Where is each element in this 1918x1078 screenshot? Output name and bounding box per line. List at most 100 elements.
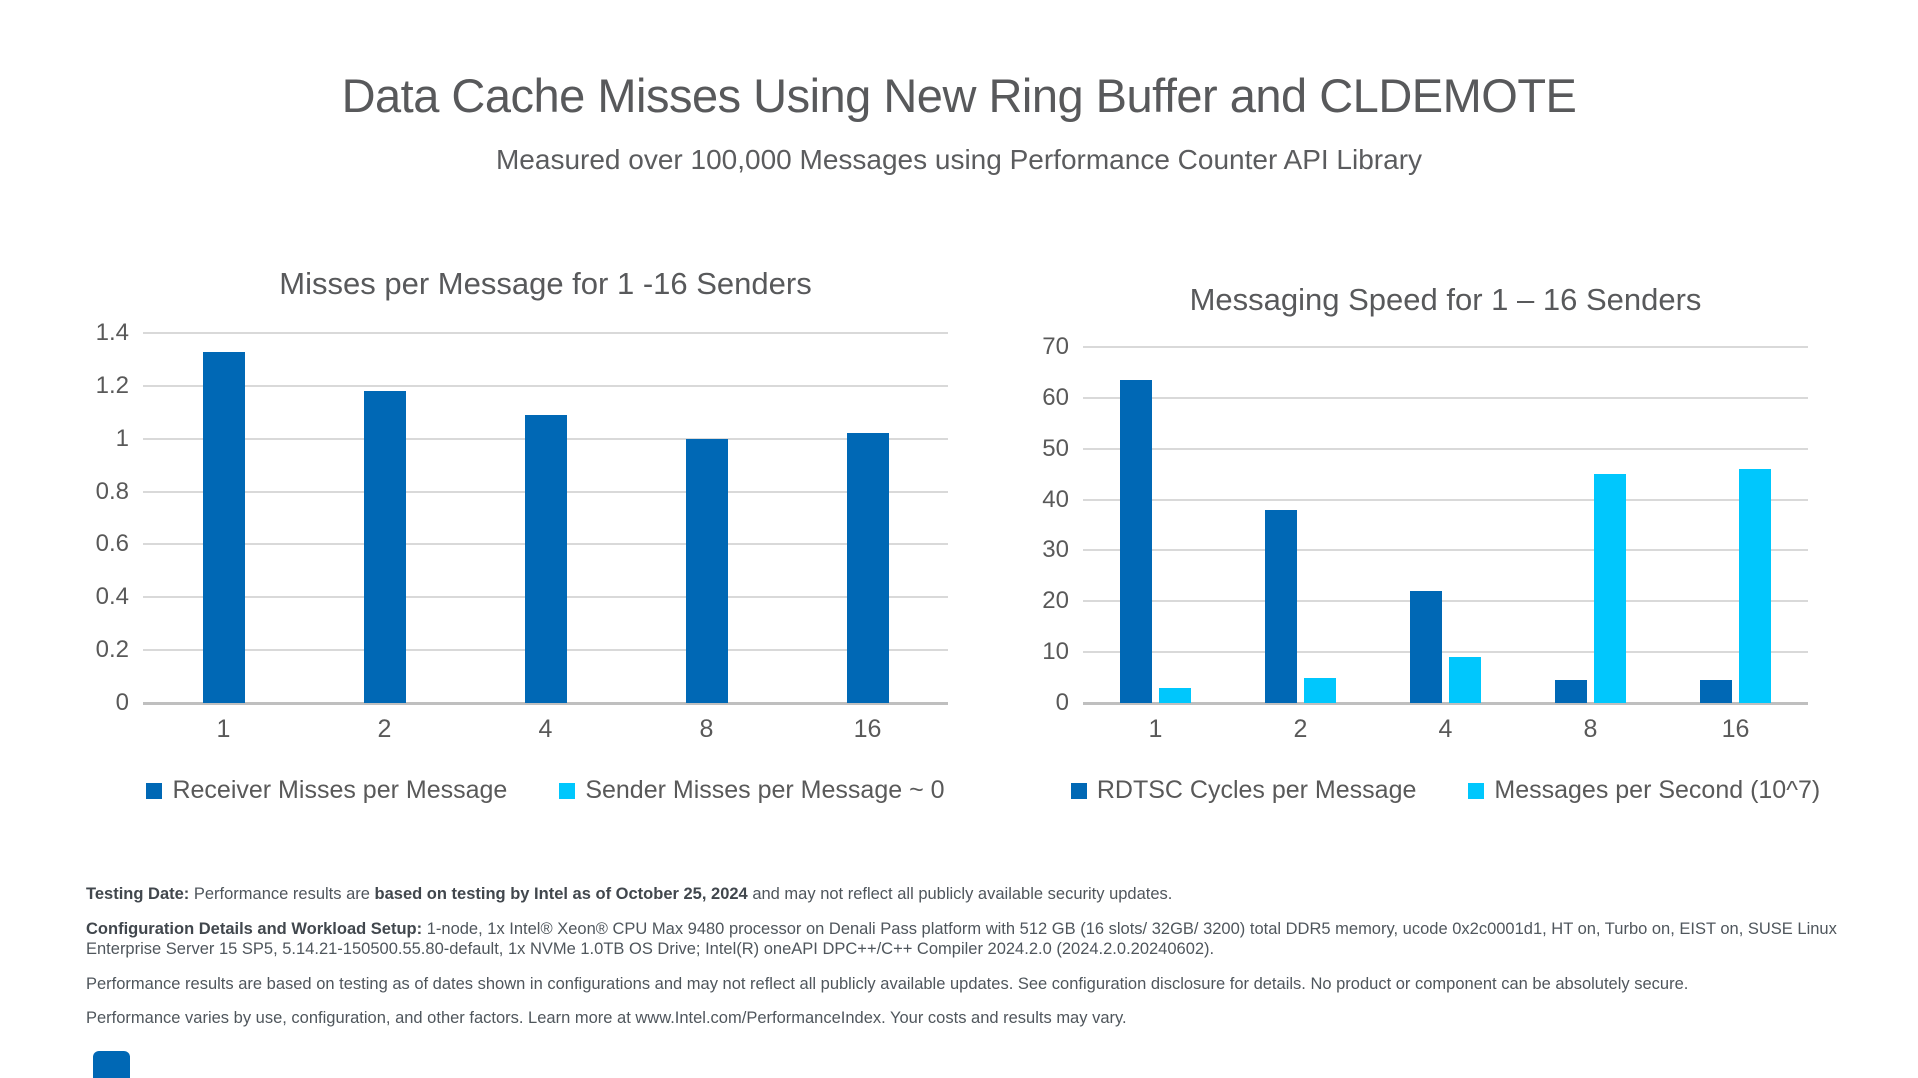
x-tick-label: 2	[1293, 715, 1308, 743]
disclaimer-bold-text: based on testing by Intel as of October …	[374, 885, 748, 903]
legend-item: RDTSC Cycles per Message	[1070, 776, 1417, 805]
x-tick-label: 4	[1438, 715, 1453, 743]
x-tick-label: 8	[699, 715, 714, 743]
disclaimer-bold-text: Configuration Details and Workload Setup…	[86, 919, 427, 938]
chart-title: Messaging Speed for 1 – 16 Senders	[1189, 282, 1702, 317]
bar	[1700, 680, 1732, 703]
x-tick-label: 1	[216, 715, 231, 743]
y-tick-label: 40	[1042, 485, 1069, 513]
disclaimer-text: Performance varies by use, configuration…	[86, 1009, 1127, 1027]
legend-item: Receiver Misses per Message	[146, 776, 507, 805]
bar	[1739, 469, 1771, 703]
bar	[1594, 474, 1626, 703]
y-tick-label: 30	[1042, 536, 1069, 564]
bar	[524, 414, 567, 703]
bar	[1159, 687, 1191, 703]
legend-label: RDTSC Cycles per Message	[1096, 776, 1417, 804]
bar	[1449, 657, 1481, 703]
bar-group	[1373, 347, 1518, 703]
gridline	[1083, 447, 1808, 450]
gridline	[1083, 498, 1808, 501]
bar	[1120, 380, 1152, 703]
disclaimer-line: Performance varies by use, configuration…	[86, 1008, 1850, 1029]
gridline	[143, 384, 948, 387]
bar	[363, 391, 406, 703]
bar	[846, 433, 889, 703]
gridline	[1083, 549, 1808, 552]
disclaimer-bold-text: Testing Date:	[86, 885, 194, 903]
disclaimer-line: Testing Date: Performance results are ba…	[86, 884, 1850, 905]
legend-swatch	[559, 782, 576, 799]
bar	[1265, 509, 1297, 703]
y-tick-label: 70	[1042, 333, 1069, 360]
legend-label: Sender Misses per Message ~ 0	[585, 776, 945, 804]
x-tick-label: 1	[1148, 715, 1163, 743]
y-tick-label: 20	[1042, 587, 1069, 615]
y-tick-label: 1.2	[95, 371, 129, 399]
legend-swatch	[146, 782, 163, 799]
legend-item: Sender Misses per Message ~ 0	[559, 776, 945, 805]
bar-group	[465, 333, 626, 703]
y-tick-label: 0	[1055, 689, 1069, 716]
disclaimer-line: Performance results are based on testing…	[86, 974, 1850, 995]
y-tick-label: 1.4	[95, 319, 129, 346]
y-axis: 1.4 1.2 1 0.8 0.6 0.4 0.2 0	[88, 319, 143, 716]
bar-group	[1083, 347, 1228, 703]
bar-group	[787, 333, 948, 703]
bar	[202, 351, 245, 703]
disclaimer-footer: Testing Date: Performance results are ba…	[86, 884, 1850, 1043]
plot-area	[143, 332, 948, 705]
page-title: Data Cache Misses Using New Ring Buffer …	[341, 69, 1577, 122]
disclaimer-line: Configuration Details and Workload Setup…	[86, 919, 1850, 960]
legend-swatch	[1070, 782, 1087, 799]
bar-groups	[1083, 347, 1808, 703]
x-tick-label: 16	[1721, 715, 1750, 743]
page-subtitle: Measured over 100,000 Messages using Per…	[495, 144, 1423, 175]
bar-group	[1228, 347, 1373, 703]
bar-group	[304, 333, 465, 703]
y-tick-label: 0	[115, 689, 129, 716]
disclaimer-text: 1-node, 1x Intel® Xeon® CPU Max 9480 pro…	[86, 919, 1837, 959]
gridline	[1083, 651, 1808, 654]
bar-group	[143, 333, 304, 703]
x-tick-label: 8	[1583, 715, 1598, 743]
y-tick-label: 0.6	[95, 530, 129, 558]
legend-item: Messages per Second (10^7)	[1468, 776, 1820, 805]
y-tick-label: 60	[1042, 383, 1069, 411]
y-axis: 70 60 50 40 30 20 10 0	[1028, 333, 1083, 716]
gridline	[1083, 346, 1808, 348]
bar-group	[1518, 347, 1663, 703]
disclaimer-text: Performance results are based on testing…	[86, 974, 1689, 993]
disclaimer-text: Performance results are	[193, 885, 375, 903]
chart-title: Misses per Message for 1 -16 Senders	[279, 266, 812, 301]
bar-group	[626, 333, 787, 703]
bar	[685, 438, 728, 703]
y-tick-label: 1	[115, 424, 129, 452]
x-tick-label: 2	[377, 715, 392, 743]
chart-legend: RDTSC Cycles per Message Messages per Sec…	[1070, 776, 1820, 805]
gridline	[143, 332, 948, 334]
y-tick-label: 0.2	[95, 636, 129, 664]
bar	[1555, 680, 1587, 703]
chart-legend: Receiver Misses per Message Sender Misses…	[143, 776, 948, 805]
legend-label: Messages per Second (10^7)	[1494, 776, 1821, 804]
legend-swatch	[1468, 782, 1485, 799]
x-axis: 1 2 4 8 16	[143, 715, 948, 744]
gridline	[143, 702, 948, 705]
intel-logo-block	[93, 1051, 130, 1078]
gridline	[1083, 702, 1808, 705]
gridline	[1083, 600, 1808, 603]
misses-per-message-chart: Misses per Message for 1 -16 Senders 1.4…	[88, 252, 948, 852]
messaging-speed-chart: Messaging Speed for 1 – 16 Senders 70 60 5…	[1028, 252, 1820, 852]
bar	[1410, 591, 1442, 703]
plot-area	[1083, 346, 1808, 705]
disclaimer-text: and may not reflect all publicly availab…	[747, 885, 1173, 903]
x-tick-label: 4	[538, 715, 553, 743]
bar-groups	[143, 333, 948, 703]
bar-group	[1663, 347, 1808, 703]
y-tick-label: 10	[1042, 638, 1069, 666]
y-tick-label: 0.4	[95, 583, 129, 611]
legend-label: Receiver Misses per Message	[172, 776, 508, 804]
gridline	[1083, 396, 1808, 399]
x-axis: 1 2 4 8 16	[1083, 715, 1808, 744]
